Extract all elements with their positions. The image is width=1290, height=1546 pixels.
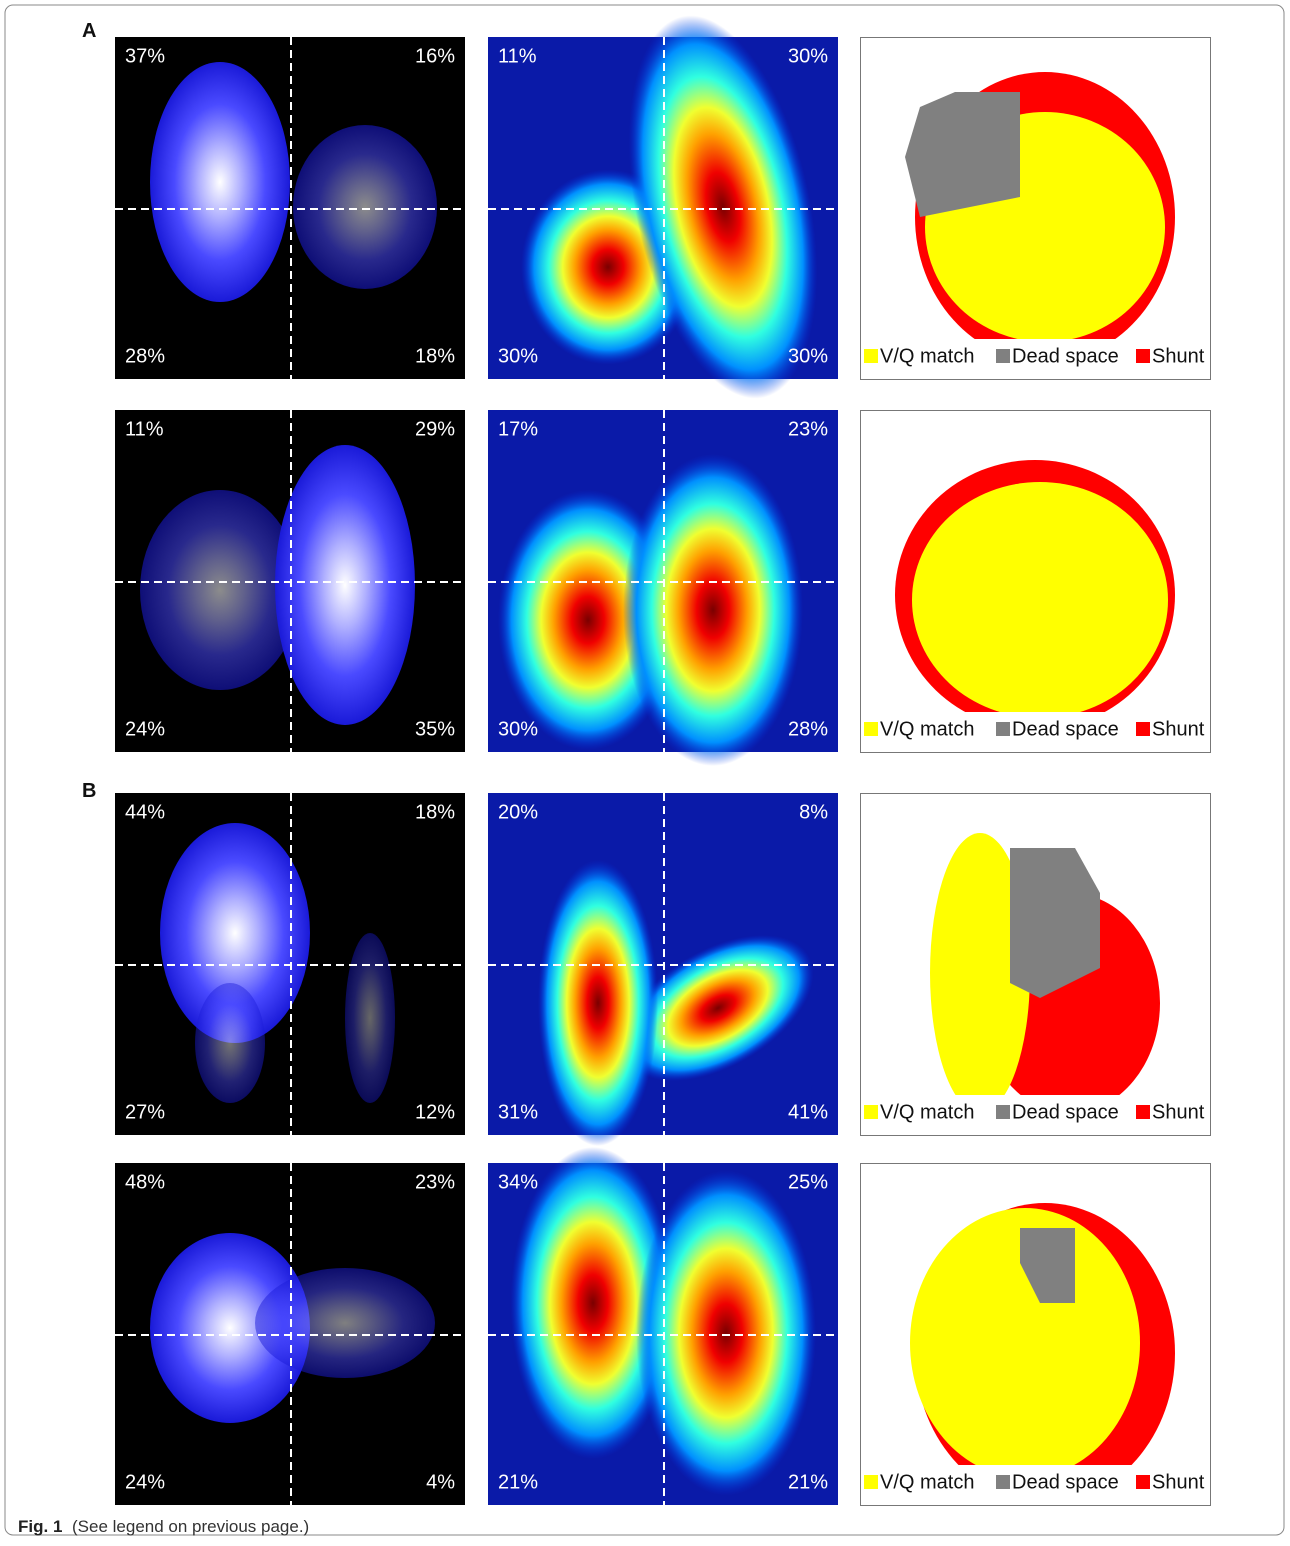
- ventilation-blob: [345, 933, 395, 1103]
- legend-label: Dead space: [1012, 345, 1119, 367]
- quadrant-percent: 31%: [498, 1101, 538, 1123]
- legend-swatch: [1136, 1475, 1150, 1489]
- quadrant-percent: 30%: [498, 345, 538, 367]
- vq-map: V/Q match Dead space Shunt: [861, 38, 1211, 380]
- legend-label: V/Q match: [880, 1471, 974, 1493]
- quadrant-percent: 25%: [788, 1171, 828, 1193]
- legend-label: Dead space: [1012, 1471, 1119, 1493]
- ventilation-blob: [255, 1268, 435, 1378]
- legend-swatch: [1136, 349, 1150, 363]
- caption-label: Fig. 1: [18, 1517, 62, 1536]
- quadrant-percent: 37%: [125, 45, 165, 67]
- perfusion-blob: [623, 454, 803, 766]
- quadrant-percent: 27%: [125, 1101, 165, 1123]
- quadrant-percent: 24%: [125, 1471, 165, 1493]
- ventilation-blob: [275, 445, 415, 725]
- perfusion-map: 11% 30% 30% 30%: [488, 0, 849, 416]
- quadrant-percent: 30%: [498, 718, 538, 740]
- quadrant-percent: 24%: [125, 718, 165, 740]
- quadrant-percent: 28%: [125, 345, 165, 367]
- legend-label: Shunt: [1152, 1471, 1205, 1493]
- quadrant-percent: 30%: [788, 45, 828, 67]
- quadrant-percent: 21%: [498, 1471, 538, 1493]
- quadrant-percent: 12%: [415, 1101, 455, 1123]
- quadrant-percent: 34%: [498, 1171, 538, 1193]
- legend-label: V/Q match: [880, 1101, 974, 1123]
- legend-label: Dead space: [1012, 1101, 1119, 1123]
- legend-swatch: [996, 1475, 1010, 1489]
- caption-text: (See legend on previous page.): [72, 1517, 309, 1536]
- quadrant-percent: 16%: [415, 45, 455, 67]
- dead-space-region: [905, 92, 1020, 217]
- quadrant-percent: 48%: [125, 1171, 165, 1193]
- quadrant-percent: 17%: [498, 418, 538, 440]
- perfusion-map: 34% 25% 21% 21%: [488, 1147, 838, 1505]
- legend-label: Shunt: [1152, 718, 1205, 740]
- quadrant-percent: 20%: [498, 801, 538, 823]
- legend-label: V/Q match: [880, 345, 974, 367]
- legend-label: Shunt: [1152, 345, 1205, 367]
- quadrant-percent: 28%: [788, 718, 828, 740]
- panel-label: A: [82, 20, 96, 42]
- quadrant-percent: 11%: [498, 45, 537, 67]
- ventilation-map: 48% 23% 24% 4%: [115, 1163, 465, 1505]
- legend-swatch: [996, 722, 1010, 736]
- legend-swatch: [864, 1105, 878, 1119]
- legend-swatch: [864, 349, 878, 363]
- quadrant-percent: 18%: [415, 345, 455, 367]
- quadrant-percent: 44%: [125, 801, 165, 823]
- legend-swatch: [996, 349, 1010, 363]
- legend-label: Dead space: [1012, 718, 1119, 740]
- quadrant-percent: 35%: [415, 718, 455, 740]
- legend-swatch: [1136, 1105, 1150, 1119]
- vq-map: V/Q match Dead space Shunt: [861, 1164, 1211, 1506]
- vq-map: V/Q match Dead space Shunt: [861, 794, 1211, 1136]
- legend-label: Shunt: [1152, 1101, 1205, 1123]
- perfusion-map: 20% 8% 31% 41%: [488, 793, 838, 1146]
- perfusion-map: 17% 23% 30% 28%: [488, 410, 838, 766]
- legend-swatch: [864, 722, 878, 736]
- quadrant-percent: 29%: [415, 418, 455, 440]
- match-region: [912, 482, 1168, 718]
- legend-swatch: [864, 1475, 878, 1489]
- figure: Fig. 1 (See legend on previous page.) A3…: [0, 0, 1290, 1541]
- legend-label: V/Q match: [880, 718, 974, 740]
- quadrant-percent: 23%: [415, 1171, 455, 1193]
- legend-swatch: [1136, 722, 1150, 736]
- quadrant-percent: 23%: [788, 418, 828, 440]
- quadrant-percent: 30%: [788, 345, 828, 367]
- quadrant-percent: 21%: [788, 1471, 828, 1493]
- quadrant-percent: 18%: [415, 801, 455, 823]
- perfusion-blob: [538, 860, 658, 1146]
- quadrant-percent: 11%: [125, 418, 164, 440]
- ventilation-map: 37% 16% 28% 18%: [115, 37, 465, 379]
- quadrant-percent: 41%: [788, 1101, 828, 1123]
- panel-label: B: [82, 780, 96, 802]
- ventilation-blob: [150, 62, 290, 302]
- ventilation-blob: [195, 983, 265, 1103]
- ventilation-blob: [293, 125, 437, 289]
- quadrant-percent: 8%: [799, 801, 828, 823]
- ventilation-map: 11% 29% 24% 35%: [115, 410, 465, 752]
- quadrant-percent: 4%: [426, 1471, 455, 1493]
- legend-swatch: [996, 1105, 1010, 1119]
- vq-map: V/Q match Dead space Shunt: [861, 411, 1211, 753]
- ventilation-map: 44% 18% 27% 12%: [115, 793, 465, 1135]
